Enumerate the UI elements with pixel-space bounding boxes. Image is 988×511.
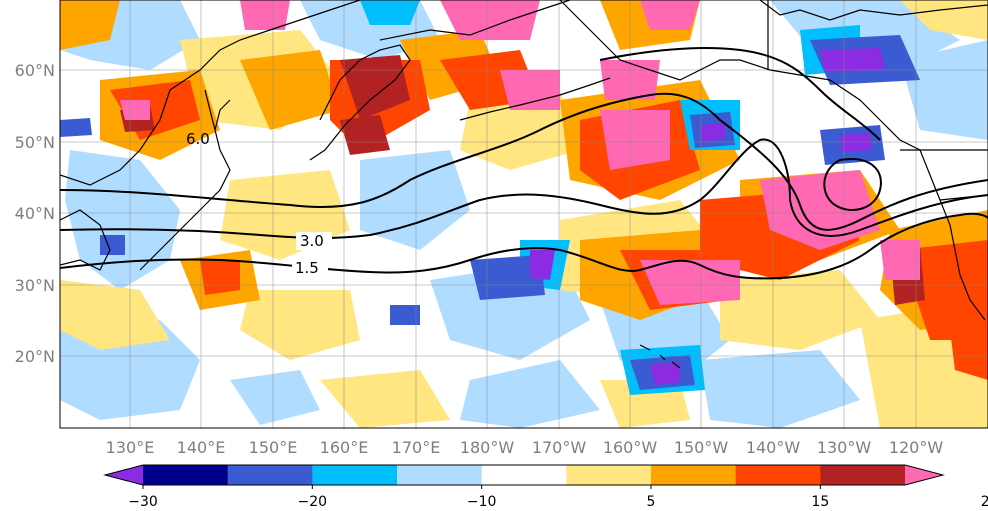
colorbar-segment [397,465,483,485]
colorbar-tick-label: 15 [811,494,829,510]
lon-label: 180°W [460,438,515,457]
contours [60,47,988,280]
colorbar: −30 −20 −10 5 15 25 [103,464,988,510]
field-pink [120,0,920,305]
coastline-kamchatka [309,44,411,161]
colorbar-tick-label: −10 [467,494,497,510]
coastline-north-america [919,149,986,321]
lat-label: 60°N [15,61,55,80]
longitude-labels: 130°E 140°E 150°E 160°E 170°E 180°W 170°… [106,438,944,457]
contour-label-1-5: 1.5 [295,259,319,277]
contour-label-6-0: 6.0 [186,130,210,148]
contour-labels: 6.0 3.0 1.5 [186,130,332,277]
coastline-japan [139,99,231,271]
coastline-hawaii [639,344,681,369]
lon-label: 140°W [746,438,801,457]
coastline-chukotka [379,0,571,41]
lon-label: 150°E [249,438,298,457]
contour-label-3-0: 3.0 [300,232,324,250]
contour-6-0 [60,92,988,231]
coastline-sakhalin [204,89,216,131]
lon-label: 150°W [674,438,729,457]
graticule [60,0,988,428]
lat-label: 20°N [15,347,55,366]
lon-label: 160°W [603,438,658,457]
coastline-aleutians [459,77,611,121]
latitude-labels: 60°N 50°N 40°N 30°N 20°N [15,61,55,366]
contour-1-5 [60,212,988,280]
colorbar-segment [651,465,737,485]
colorbar-segment [735,465,821,485]
plot-frame [59,0,988,429]
lon-label: 130°W [817,438,872,457]
colorbar-extend-min [105,465,143,485]
colorbar-segment [481,465,567,485]
colorbar-segment [227,465,313,485]
coastline-korea [60,209,111,271]
anomaly-field [60,0,988,428]
contour-3-0 [60,138,988,240]
colorbar-tick-label: 5 [647,494,656,510]
lon-label: 130°E [106,438,155,457]
colorbar-tick-label: −20 [298,494,328,510]
colorbar-segment [820,465,906,485]
contour-high-latitude [599,47,881,141]
colorbar-tick-label: 25 [981,494,988,510]
colorbar-tick-label: −30 [128,494,158,510]
lat-label: 50°N [15,133,55,152]
coastline-alaska [559,0,921,151]
colorbar-segment [566,465,652,485]
contour-low-ring [823,158,882,211]
field-purple [530,48,885,385]
lon-label: 160°E [320,438,369,457]
colorbar-segment [143,465,229,485]
coastline-asia [60,0,361,186]
colorbar-segment [312,465,398,485]
coastlines [60,0,988,369]
lat-label: 30°N [15,276,55,295]
lat-label: 40°N [15,204,55,223]
lon-label: 140°E [177,438,226,457]
lon-label: 170°E [392,438,441,457]
lon-label: 170°W [532,438,587,457]
colorbar-extend-max [905,465,943,485]
coastline-arctic [759,0,988,21]
lon-label: 120°W [889,438,944,457]
